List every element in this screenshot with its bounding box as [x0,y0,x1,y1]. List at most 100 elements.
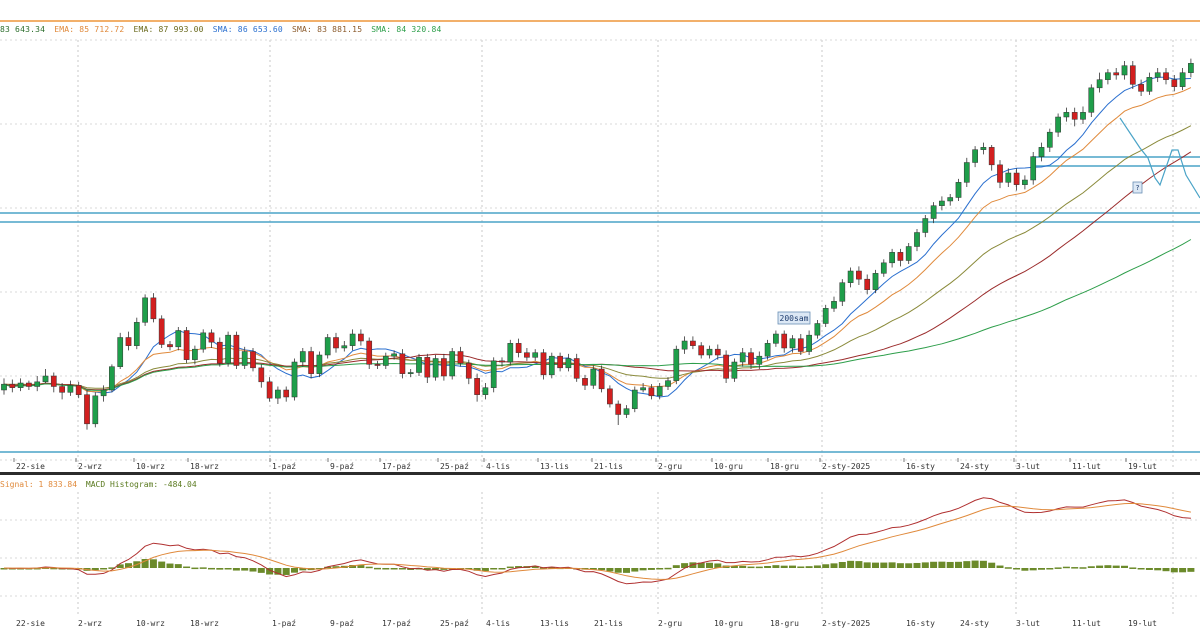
ma-line-4[interactable] [3,151,1192,391]
candle-body[interactable] [1096,79,1103,89]
candle-body[interactable] [756,355,763,365]
candle-body[interactable] [748,352,754,365]
candle-body[interactable] [640,387,646,391]
candle-body[interactable] [1179,72,1186,87]
candle-body[interactable] [598,368,605,390]
candle-body[interactable] [706,348,713,356]
candle-body[interactable] [615,403,622,415]
candle-body[interactable] [880,262,887,274]
candle-body[interactable] [117,337,124,367]
candle-body[interactable] [382,355,389,366]
candle-body[interactable] [84,394,90,425]
candle-body[interactable] [914,232,920,247]
candle-body[interactable] [972,149,978,163]
candle-body[interactable] [308,351,314,374]
candle-body[interactable] [233,334,240,366]
candle-body[interactable] [988,147,995,166]
candle-body[interactable] [125,337,132,346]
candle-body[interactable] [548,355,555,376]
candle-body[interactable] [150,297,157,320]
candle-body[interactable] [532,352,539,358]
candle-body[interactable] [216,341,223,364]
candle-body[interactable] [358,333,364,342]
candle-body[interactable] [1055,116,1061,133]
candle-body[interactable] [1188,63,1194,73]
candle-body[interactable] [698,345,705,356]
candle-body[interactable] [856,270,862,280]
candle-body[interactable] [690,340,696,346]
trend-line[interactable] [1119,117,1200,199]
candle-body[interactable] [75,385,82,395]
candle-body[interactable] [515,343,522,353]
candle-body[interactable] [416,357,422,373]
candle-body[interactable] [947,197,954,202]
ma-line-3[interactable] [3,125,1192,389]
candle-body[interactable] [50,375,57,387]
pane-separator[interactable] [0,472,1200,475]
candle-body[interactable] [241,351,248,366]
candle-body[interactable] [963,162,970,183]
candle-body[interactable] [200,332,207,350]
candle-body[interactable] [739,352,746,363]
candle-body[interactable] [557,355,563,369]
candle-body[interactable] [814,323,821,336]
candle-body[interactable] [275,389,281,399]
candle-body[interactable] [391,353,397,357]
candle-body[interactable] [939,200,945,206]
candle-body[interactable] [26,382,32,387]
candle-body[interactable] [225,334,231,364]
candle-body[interactable] [1022,179,1028,185]
candle-body[interactable] [997,164,1003,183]
candle-body[interactable] [349,333,356,346]
candle-body[interactable] [208,332,215,343]
candle-body[interactable] [1121,65,1128,76]
candle-body[interactable] [133,322,140,346]
candle-body[interactable] [656,386,663,397]
candle-body[interactable] [499,360,505,363]
candle-body[interactable] [930,205,937,219]
candle-body[interactable] [623,408,630,415]
candle-body[interactable] [1105,72,1111,80]
candle-body[interactable] [432,358,439,378]
candle-body[interactable] [631,389,638,409]
candle-body[interactable] [474,378,480,395]
candle-body[interactable] [872,273,879,290]
candle-body[interactable] [714,348,721,356]
candle-body[interactable] [283,389,290,398]
candle-body[interactable] [192,348,198,360]
ma-line-5[interactable] [3,239,1192,391]
candle-body[interactable] [490,360,497,388]
candle-body[interactable] [1171,79,1178,87]
candle-body[interactable] [183,330,190,360]
candle-body[interactable] [607,388,613,405]
candle-body[interactable] [457,351,464,364]
candle-body[interactable] [1005,172,1012,183]
candle-body[interactable] [673,348,680,381]
candle-body[interactable] [175,330,182,348]
candle-body[interactable] [1080,112,1086,120]
candle-body[interactable] [34,381,41,387]
candle-body[interactable] [258,367,265,383]
candle-body[interactable] [59,386,65,393]
candle-body[interactable] [1088,87,1095,113]
candle-body[interactable] [847,270,854,283]
candle-body[interactable] [299,351,306,363]
candle-body[interactable] [1046,131,1053,148]
candle-body[interactable] [797,338,804,352]
candle-body[interactable] [781,333,788,349]
candle-body[interactable] [831,301,837,309]
macd-line[interactable] [3,497,1191,585]
candle-body[interactable] [864,278,871,290]
candle-body[interactable] [1163,72,1169,80]
candle-body[interactable] [67,385,74,393]
candle-body[interactable] [590,368,597,386]
candle-body[interactable] [665,380,671,387]
candle-body[interactable] [316,354,323,374]
candle-body[interactable] [822,308,829,324]
candle-body[interactable] [441,358,447,377]
candle-body[interactable] [507,343,514,363]
candle-body[interactable] [158,318,165,345]
candle-body[interactable] [764,343,771,357]
candle-body[interactable] [524,352,530,358]
ma-line-1[interactable] [3,76,1191,398]
